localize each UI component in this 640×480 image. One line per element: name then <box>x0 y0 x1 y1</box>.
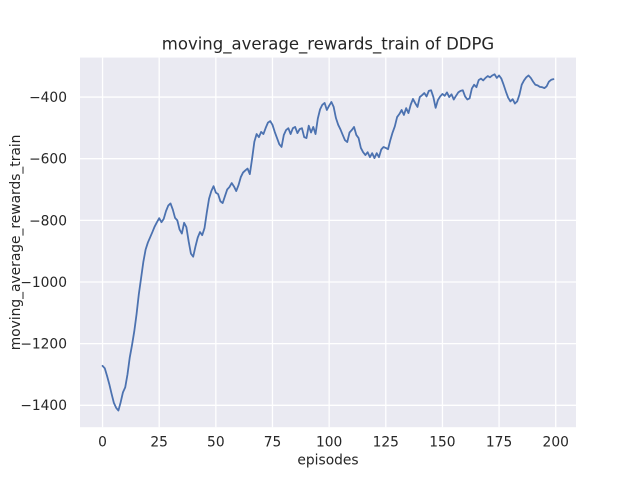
x-tick-labels: 0 25 50 75 100 125 150 175 200 <box>98 435 569 451</box>
y-axis-label: moving_average_rewards_train <box>8 135 24 351</box>
y-tick-label: −1200 <box>20 337 67 353</box>
chart-title: moving_average_rewards_train of DDPG <box>162 35 494 55</box>
y-tick-labels: −400 −600 −800 −1000 −1200 −1400 <box>20 90 67 414</box>
y-tick-label: −400 <box>29 90 67 106</box>
y-tick-label: −1000 <box>20 275 67 291</box>
y-tick-label: −800 <box>29 213 67 229</box>
x-tick-label: 75 <box>264 435 282 451</box>
x-tick-label: 150 <box>429 435 455 451</box>
y-tick-label: −1400 <box>20 398 67 414</box>
x-tick-label: 0 <box>98 435 107 451</box>
x-tick-label: 175 <box>486 435 512 451</box>
y-tick-label: −600 <box>29 152 67 168</box>
x-tick-label: 50 <box>207 435 225 451</box>
x-tick-label: 100 <box>316 435 342 451</box>
x-tick-label: 125 <box>373 435 399 451</box>
x-tick-label: 200 <box>543 435 569 451</box>
reward-line-series <box>101 73 555 412</box>
x-tick-label: 25 <box>150 435 168 451</box>
plot-area <box>80 57 576 428</box>
x-axis-label: episodes <box>297 453 358 469</box>
